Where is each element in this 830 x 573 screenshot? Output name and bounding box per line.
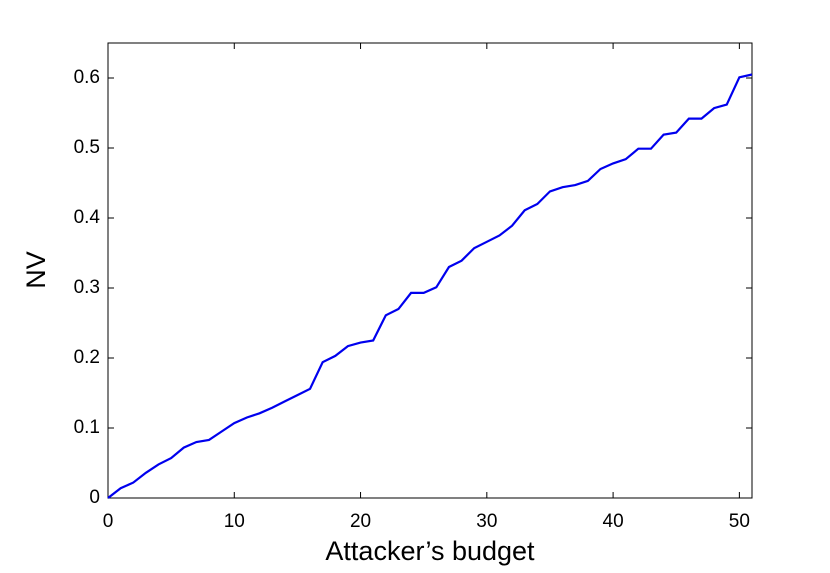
- x-tick-label: 10: [224, 511, 245, 532]
- plot-frame: [107, 42, 753, 499]
- y-tick-label: 0.1: [74, 417, 100, 438]
- y-tick-label: 0.4: [74, 207, 101, 228]
- x-tick-label: 0: [103, 511, 114, 532]
- y-tick-label: 0.3: [74, 277, 100, 298]
- y-axis-label: NV: [21, 251, 51, 289]
- y-tick-label: 0.5: [74, 137, 100, 158]
- x-tick-label: 40: [603, 511, 624, 532]
- y-tick-label: 0.6: [74, 67, 100, 88]
- x-tick-label: 50: [729, 511, 750, 532]
- data-line: [107, 73, 753, 499]
- x-tick-label: 20: [350, 511, 371, 532]
- y-tick-label: 0: [89, 487, 100, 508]
- x-tick-label: 30: [476, 511, 497, 532]
- x-axis-label: Attacker’s budget: [325, 536, 535, 566]
- y-tick-label: 0.2: [74, 347, 100, 368]
